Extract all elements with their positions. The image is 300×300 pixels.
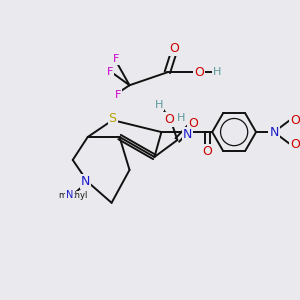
Text: H: H [213, 67, 221, 77]
Text: O: O [202, 146, 212, 158]
Text: F: F [106, 67, 113, 77]
Text: H: H [155, 100, 164, 110]
Text: H: H [177, 113, 185, 123]
Text: methyl: methyl [58, 191, 87, 200]
Text: N: N [81, 176, 90, 188]
Text: N: N [183, 128, 192, 141]
Text: O: O [164, 112, 174, 126]
Text: O: O [169, 42, 179, 55]
Text: O: O [290, 137, 300, 151]
Text: F: F [112, 54, 119, 64]
Text: O: O [188, 117, 198, 130]
Text: F: F [114, 90, 121, 100]
Text: O: O [290, 114, 300, 127]
Text: N: N [269, 126, 279, 139]
Text: O: O [194, 66, 204, 79]
Text: S: S [109, 112, 117, 124]
Text: N: N [66, 190, 74, 200]
